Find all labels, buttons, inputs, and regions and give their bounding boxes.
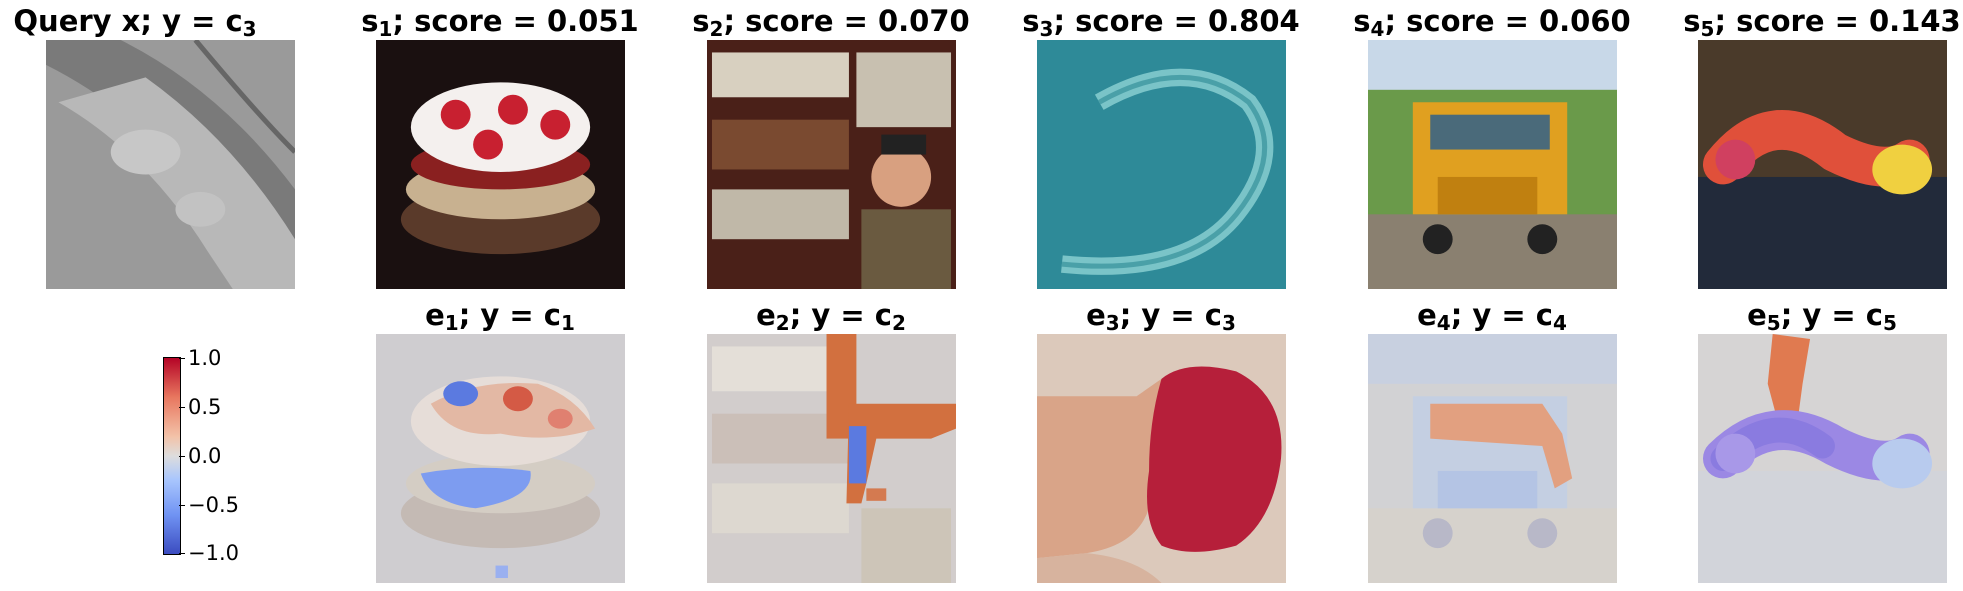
colorbar-label-min: −1.0	[188, 541, 239, 565]
e5-image	[1698, 334, 1947, 583]
colorbar-label-max: 1.0	[188, 346, 222, 370]
e1-image	[376, 334, 625, 583]
s1-image	[376, 40, 625, 289]
title-s2: s2; score = 0.070	[692, 4, 970, 41]
colorbar-label-neg-half: −0.5	[188, 493, 239, 517]
colorbar-label-zero: 0.0	[188, 444, 222, 468]
title-s3: s3; score = 0.804	[1022, 4, 1300, 41]
title-e3: e3; y = c3	[1086, 298, 1236, 335]
title-s4: s4; score = 0.060	[1353, 4, 1631, 41]
colorbar-label-half: 0.5	[188, 395, 222, 419]
colorbar-tick	[179, 553, 185, 554]
s5-image	[1698, 40, 1947, 289]
query-image	[46, 40, 295, 289]
colorbar-tick	[179, 505, 185, 506]
title-e4: e4; y = c4	[1417, 298, 1567, 335]
s3-image	[1037, 40, 1286, 289]
e3-image	[1037, 334, 1286, 583]
title-query: Query x; y = c3	[13, 4, 257, 41]
title-e2: e2; y = c2	[756, 298, 906, 335]
colorbar-tick	[179, 358, 185, 359]
title-e5: e5; y = c5	[1747, 298, 1897, 335]
title-s1: s1; score = 0.051	[361, 4, 639, 41]
colorbar-tick	[179, 407, 185, 408]
e4-image	[1368, 334, 1617, 583]
colorbar-tick	[179, 456, 185, 457]
s4-image	[1368, 40, 1617, 289]
e2-image	[707, 334, 956, 583]
title-e1: e1; y = c1	[425, 298, 575, 335]
s2-image	[707, 40, 956, 289]
title-s5: s5; score = 0.143	[1683, 4, 1961, 41]
